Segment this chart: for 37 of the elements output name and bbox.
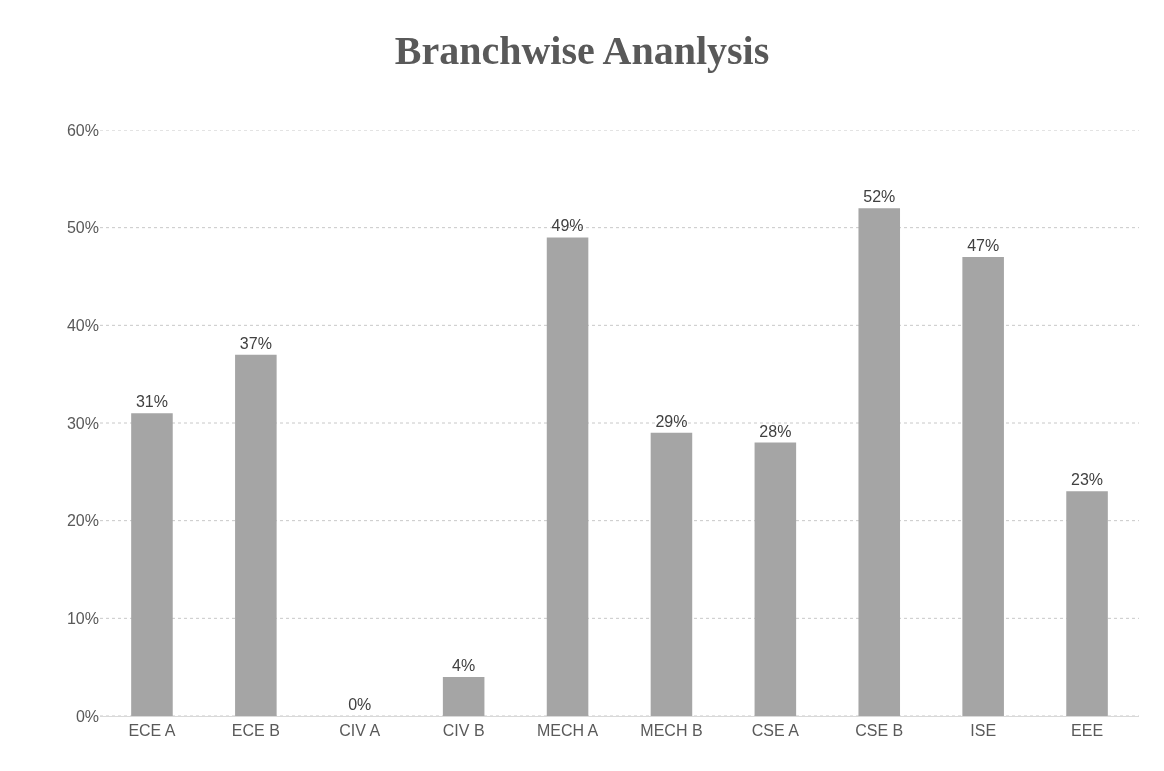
- y-tick-label: 20%: [66, 512, 99, 530]
- y-tick-label: 30%: [66, 414, 99, 432]
- x-tick-label: ISE: [970, 722, 997, 740]
- x-tick-label: CIV A: [339, 722, 381, 740]
- data-label: 23%: [1071, 471, 1104, 489]
- y-tick-label: 50%: [66, 219, 99, 237]
- x-tick-label: CSE B: [855, 722, 904, 740]
- bar: [131, 413, 173, 716]
- x-tick-label: ECE A: [128, 722, 176, 740]
- data-label: 49%: [551, 217, 584, 235]
- data-label: 0%: [348, 696, 372, 713]
- data-label: 47%: [967, 236, 1000, 254]
- y-tick-label: 40%: [66, 316, 99, 334]
- bar: [546, 237, 589, 716]
- data-label: 52%: [863, 188, 896, 206]
- x-tick-label: CIV B: [442, 722, 485, 740]
- bar: [858, 208, 901, 716]
- x-tick-label: MECH A: [536, 722, 599, 740]
- data-label: 37%: [239, 334, 272, 352]
- data-label: 31%: [135, 393, 168, 411]
- x-tick-label: MECH B: [640, 722, 703, 740]
- bar: [962, 256, 1004, 716]
- chart-title: Branchwise Ananlysis: [394, 28, 770, 74]
- data-label: 29%: [655, 412, 688, 430]
- x-tick-label: CSE A: [751, 722, 800, 740]
- bar: [235, 354, 277, 716]
- data-label: 4%: [452, 656, 476, 674]
- bar: [1066, 491, 1108, 716]
- bar: [442, 676, 485, 716]
- x-tick-label: ECE B: [231, 722, 280, 740]
- x-tick-label: EEE: [1071, 722, 1104, 740]
- y-tick-label: 0%: [75, 707, 99, 725]
- y-tick-label: 10%: [66, 609, 99, 627]
- data-label: 28%: [759, 422, 792, 440]
- bar: [650, 432, 693, 716]
- y-tick-label: 60%: [66, 121, 99, 139]
- bar: [754, 442, 797, 716]
